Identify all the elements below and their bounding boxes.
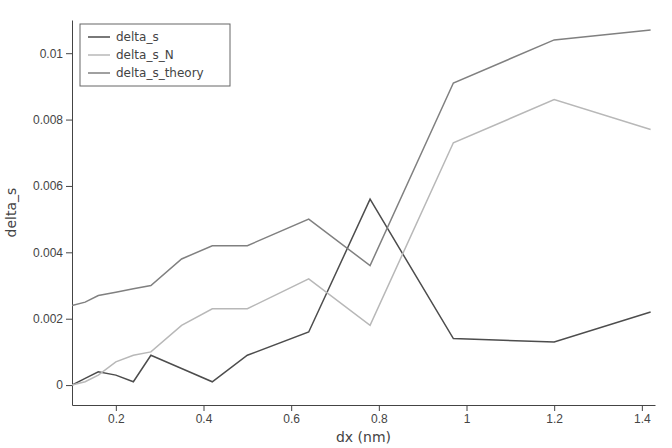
x-tick: 0.6 [283, 405, 300, 426]
x-axis-line [73, 405, 656, 406]
y-tick-mark [66, 186, 72, 187]
y-tick: 0.01 [40, 47, 72, 61]
plot-area: 0.2 0.4 0.6 0.8 1 1.2 1.4 0 0.002 0.004 0.006 0.008… [33, 21, 656, 426]
y-tick-mark [66, 252, 72, 253]
series-line [72, 199, 651, 385]
x-tick-label: 1 [464, 412, 471, 426]
y-axis-line [72, 21, 73, 406]
x-tick-label: 0.4 [196, 412, 213, 426]
x-tick: 0.4 [196, 405, 213, 426]
x-tick-mark [116, 405, 117, 411]
legend-label: delta_s_N [116, 48, 174, 62]
x-tick-label: 1.4 [634, 412, 651, 426]
x-tick-label: 0.8 [371, 412, 388, 426]
y-axis: 0 0.002 0.004 0.006 0.008 0.01 [33, 21, 73, 406]
legend: delta_s delta_s_N delta_s_theory [80, 24, 230, 86]
legend-swatch [88, 72, 110, 74]
x-tick: 1 [464, 405, 471, 426]
x-tick-mark [291, 405, 292, 411]
y-tick-label: 0.006 [33, 179, 63, 193]
series-line [72, 100, 651, 385]
y-tick-label: 0 [56, 378, 63, 392]
y-tick: 0.002 [33, 312, 72, 326]
y-axis-title: delta_s [3, 188, 19, 238]
x-tick: 0.2 [108, 405, 125, 426]
x-tick-label: 0.6 [283, 412, 300, 426]
legend-label: delta_s [116, 30, 159, 44]
y-tick: 0.008 [33, 113, 72, 127]
chart: 0.2 0.4 0.6 0.8 1 1.2 1.4 0 0.002 0.004 0.006 0.008… [0, 0, 672, 448]
y-tick-label: 0.004 [33, 246, 63, 260]
series-line [72, 30, 651, 305]
legend-label: delta_s_theory [116, 66, 204, 80]
y-tick-label: 0.002 [33, 312, 63, 326]
x-tick: 1.2 [546, 405, 563, 426]
y-tick-mark [66, 53, 72, 54]
x-tick-mark [379, 405, 380, 411]
y-tick-label: 0.008 [33, 113, 63, 127]
legend-swatch [88, 54, 110, 56]
y-tick: 0.004 [33, 246, 72, 260]
x-axis: 0.2 0.4 0.6 0.8 1 1.2 1.4 [73, 405, 656, 426]
x-tick: 0.8 [371, 405, 388, 426]
x-tick-mark [204, 405, 205, 411]
y-tick-mark [66, 385, 72, 386]
x-tick-mark [467, 405, 468, 411]
x-axis-title: dx (nm) [336, 429, 391, 445]
y-tick: 0 [56, 378, 72, 392]
x-tick-mark [554, 405, 555, 411]
legend-swatch [88, 36, 110, 38]
x-tick-mark [642, 405, 643, 411]
x-tick-label: 1.2 [546, 412, 563, 426]
y-tick: 0.006 [33, 179, 72, 193]
y-tick-mark [66, 120, 72, 121]
x-tick: 1.4 [634, 405, 651, 426]
y-tick-mark [66, 319, 72, 320]
x-tick-label: 0.2 [108, 412, 125, 426]
y-tick-label: 0.01 [40, 47, 64, 61]
legend-box [80, 24, 230, 86]
